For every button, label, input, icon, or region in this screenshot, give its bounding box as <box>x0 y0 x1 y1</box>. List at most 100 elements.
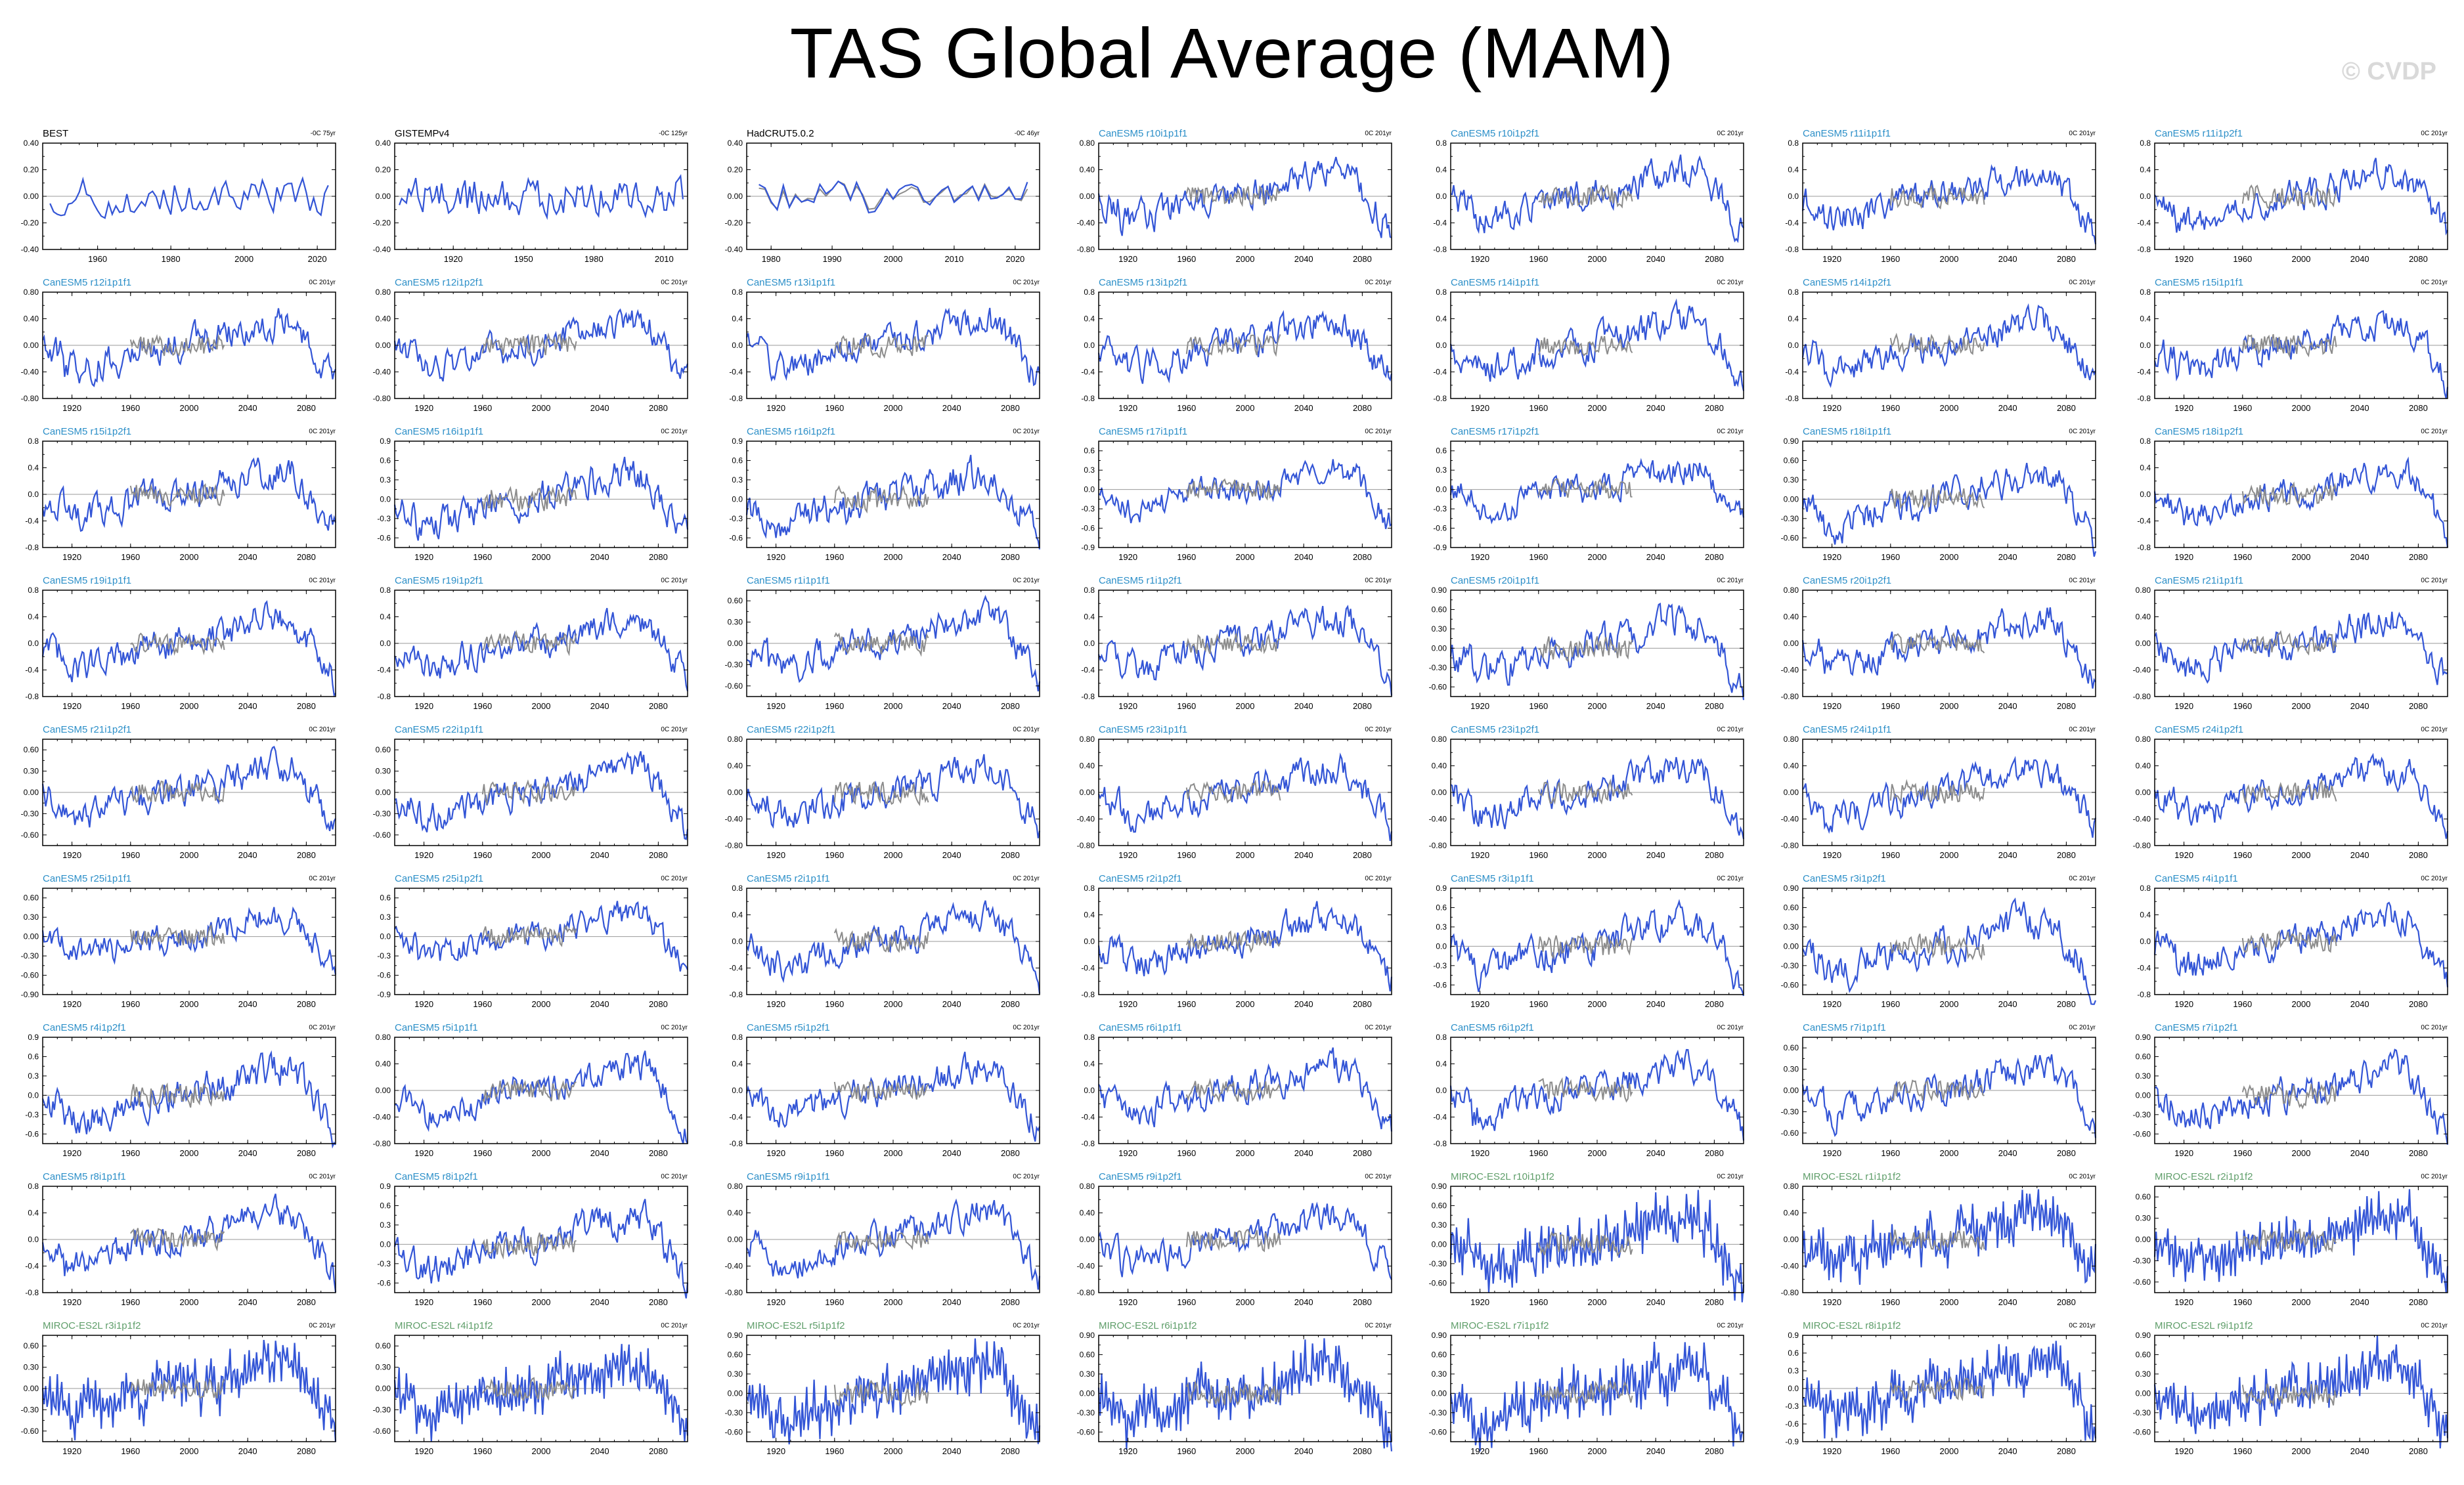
y-tick-label: -0.4 <box>729 964 743 973</box>
series-line-model <box>1801 462 2097 557</box>
y-tick-label: 0.60 <box>24 1341 39 1350</box>
series-line-model <box>2154 1048 2449 1145</box>
x-tick-label: 2040 <box>590 999 609 1009</box>
x-tick-label: 1920 <box>766 999 785 1009</box>
panel-trend: 0C 201yr <box>1365 279 1392 286</box>
y-tick-label: 0.30 <box>2136 1214 2151 1223</box>
x-tick-label: 1960 <box>2233 552 2252 562</box>
x-tick-label: 2000 <box>1236 1297 1255 1307</box>
x-tick-label: 2040 <box>1294 850 1313 860</box>
panel-trend: 0C 201yr <box>309 279 336 286</box>
y-tick-label: 0.90 <box>1784 437 1799 446</box>
y-tick-label: -0.80 <box>373 1139 391 1148</box>
panel-label: CanESM5 r25i1p2f1 <box>395 873 483 884</box>
series-line-model <box>41 746 336 832</box>
y-tick-label: -0.3 <box>25 1110 39 1119</box>
series-line-obs <box>129 483 225 507</box>
panel-label: CanESM5 r13i1p1f1 <box>747 277 835 288</box>
chart-panel: MIROC-ES2L r10i1p1f2 0C 201yr 0.90 0.60 0.30… <box>1429 1171 1745 1307</box>
x-tick-label: 2080 <box>1705 403 1724 413</box>
y-tick-label: 0.6 <box>28 1052 39 1061</box>
x-tick-label: 2000 <box>2292 850 2311 860</box>
panel-trend: 0C 201yr <box>1013 726 1040 733</box>
panel-label: CanESM5 r24i1p2f1 <box>2155 724 2243 735</box>
x-tick-label: 2000 <box>1940 999 1959 1009</box>
x-tick-label: 1920 <box>1822 1297 1841 1307</box>
y-tick-label: 0.4 <box>28 613 39 622</box>
series-line-obs <box>1889 1229 1985 1251</box>
series-line-obs <box>833 632 929 657</box>
x-tick-label: 2000 <box>532 1148 551 1158</box>
y-tick-label: 0.3 <box>732 475 743 484</box>
x-tick-label: 2000 <box>1236 1446 1255 1456</box>
y-tick-label: -0.4 <box>2137 368 2151 377</box>
y-tick-label: 0.00 <box>2136 1235 2151 1244</box>
y-tick-label: 0.00 <box>728 1388 743 1398</box>
x-tick-label: 2000 <box>180 552 199 562</box>
panel-label: CanESM5 r11i1p2f1 <box>2155 128 2243 139</box>
y-tick-label: -0.80 <box>1781 1288 1799 1297</box>
x-tick-label: 2040 <box>238 1297 257 1307</box>
x-tick-label: 2010 <box>944 254 963 264</box>
y-tick-label: 0.00 <box>728 639 743 648</box>
series-line-model <box>745 754 1041 838</box>
chart-panel: CanESM5 r25i1p2f1 0C 201yr 0.6 0.3 0.0 -0.3 -0… <box>377 873 689 1009</box>
x-tick-label: 2080 <box>2057 701 2076 711</box>
chart-panel: CanESM5 r15i1p2f1 0C 201yr 0.8 0.4 0.0 -0.4 -0… <box>25 426 337 562</box>
y-tick-label: 0.4 <box>1436 165 1447 175</box>
chart-panel: BEST -0C 75yr 0.40 0.20 0.00 -0.20 -0.40 1960 19… <box>21 128 336 264</box>
y-tick-label: 0.0 <box>28 639 39 648</box>
y-tick-label: -0.4 <box>1433 1113 1447 1122</box>
y-tick-label: 0.8 <box>2140 288 2151 297</box>
series-line-model <box>2153 752 2449 839</box>
y-tick-label: -0.80 <box>2133 841 2151 850</box>
series-line-obs <box>833 484 929 514</box>
y-tick-label: 0.80 <box>1784 586 1799 595</box>
y-tick-label: -0.4 <box>729 1113 743 1122</box>
x-tick-label: 1960 <box>2233 999 2252 1009</box>
x-tick-label: 2040 <box>1998 850 2017 860</box>
series-line-obs <box>1537 1231 1633 1257</box>
series-line-obs <box>129 334 225 357</box>
series-line-obs <box>833 1080 929 1104</box>
x-tick-label: 1920 <box>1118 850 1137 860</box>
x-tick-label: 2040 <box>2350 1148 2369 1158</box>
y-tick-label: -0.90 <box>21 990 39 999</box>
y-tick-label: 0.0 <box>732 1086 743 1095</box>
y-tick-label: 0.0 <box>2140 937 2151 946</box>
x-tick-label: 2040 <box>1294 1446 1313 1456</box>
x-tick-label: 1920 <box>1470 254 1489 264</box>
chart-panel: CanESM5 r16i1p2f1 0C 201yr 0.9 0.6 0.3 0.0 -0.… <box>729 426 1041 562</box>
series-line-model <box>41 600 336 697</box>
x-tick-label: 1960 <box>121 1148 140 1158</box>
panel-trend: 0C 201yr <box>1365 130 1392 137</box>
y-tick-label: 0.4 <box>732 1060 743 1069</box>
x-tick-label: 2040 <box>1998 1297 2017 1307</box>
x-tick-label: 2000 <box>532 1297 551 1307</box>
y-tick-label: -0.60 <box>725 1427 743 1436</box>
x-tick-label: 1960 <box>1177 254 1196 264</box>
x-tick-label: 2040 <box>1646 1148 1665 1158</box>
y-tick-label: 0.60 <box>1784 903 1799 912</box>
panel-trend: 0C 201yr <box>1717 577 1744 584</box>
y-tick-label: -0.60 <box>725 681 743 691</box>
y-tick-label: -0.60 <box>21 830 39 840</box>
x-tick-label: 1960 <box>2233 254 2252 264</box>
panel-label: CanESM5 r3i1p2f1 <box>1803 873 1886 884</box>
x-tick-label: 2080 <box>1705 701 1724 711</box>
x-tick-label: 1960 <box>473 1297 492 1307</box>
panel-label: CanESM5 r25i1p1f1 <box>43 873 131 884</box>
chart-panel: CanESM5 r17i1p2f1 0C 201yr 0.6 0.3 0.0 -0.3 -0… <box>1433 426 1745 562</box>
x-tick-label: 1960 <box>1529 999 1548 1009</box>
x-tick-label: 2080 <box>297 1148 316 1158</box>
panel-label: CanESM5 r14i1p1f1 <box>1451 277 1539 288</box>
series-line-obs <box>1185 1228 1281 1253</box>
x-tick-label: 1920 <box>1822 1148 1841 1158</box>
x-tick-label: 2080 <box>1705 254 1724 264</box>
chart-panel: CanESM5 r22i1p1f1 0C 201yr 0.60 0.30 0.00 -0.… <box>373 724 689 860</box>
x-tick-label: 1920 <box>766 552 785 562</box>
x-tick-label: 2000 <box>180 999 199 1009</box>
x-tick-label: 2040 <box>1646 999 1665 1009</box>
x-tick-label: 1920 <box>62 552 81 562</box>
y-tick-label: -0.8 <box>2137 990 2151 999</box>
